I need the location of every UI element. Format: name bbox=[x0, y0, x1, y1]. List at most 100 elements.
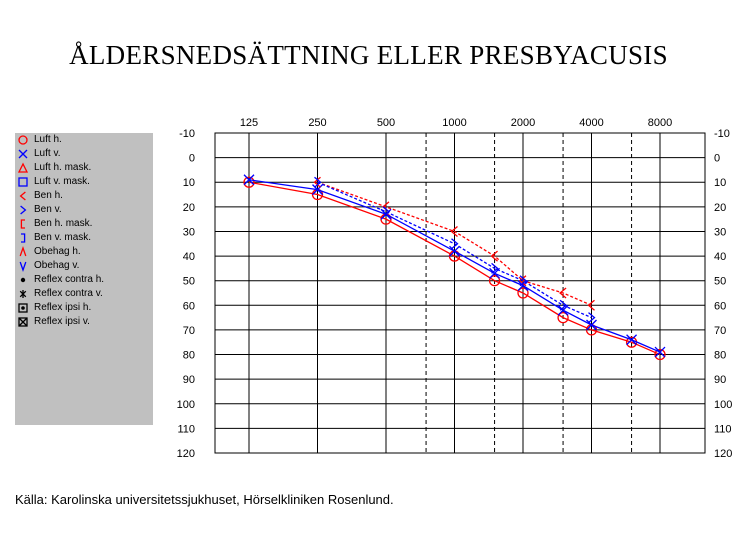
legend-label: Reflex ipsi v. bbox=[34, 316, 90, 327]
y-tick-label-left: 60 bbox=[183, 300, 195, 312]
legend-symbol-icon bbox=[21, 233, 26, 243]
legend-label: Luft v. bbox=[34, 148, 61, 159]
y-tick-label-left: 90 bbox=[183, 374, 195, 386]
legend-item: Reflex contra h. bbox=[15, 273, 153, 287]
series-line bbox=[248, 179, 661, 353]
legend-item: Ben v. mask. bbox=[15, 231, 153, 245]
x-tick-label: 500 bbox=[377, 117, 395, 129]
y-tick-label-left: 10 bbox=[183, 177, 195, 189]
x-tick-label: 2000 bbox=[511, 117, 535, 129]
legend-item: Reflex ipsi h. bbox=[15, 301, 153, 315]
legend-symbol-icon bbox=[20, 277, 26, 283]
data-point bbox=[312, 184, 323, 196]
plot-frame bbox=[214, 132, 706, 454]
data-point bbox=[626, 334, 638, 346]
data-point bbox=[450, 225, 458, 237]
y-tick-label-right: 50 bbox=[714, 276, 726, 288]
data-point bbox=[588, 312, 596, 324]
data-point bbox=[491, 262, 499, 274]
legend-item: Luft v. mask. bbox=[15, 175, 153, 189]
y-tick-label-right: 40 bbox=[714, 251, 726, 263]
legend-label: Luft v. mask. bbox=[34, 176, 90, 187]
legend-label: Reflex ipsi h. bbox=[34, 302, 92, 313]
y-tick-label-right: 90 bbox=[714, 374, 726, 386]
data-point bbox=[587, 299, 595, 311]
y-tick-label-right: 20 bbox=[714, 202, 726, 214]
data-point bbox=[449, 245, 460, 257]
legend-label: Luft h. mask. bbox=[34, 162, 92, 173]
data-point bbox=[654, 348, 666, 361]
plot-background bbox=[175, 104, 737, 478]
legend-symbol-icon bbox=[18, 317, 28, 327]
y-tick-label-left: 110 bbox=[177, 423, 195, 435]
x-tick-label: 4000 bbox=[579, 117, 603, 129]
data-point bbox=[382, 206, 391, 218]
legend-item: Obehag v. bbox=[15, 259, 153, 273]
legend-symbol-icon bbox=[20, 219, 25, 229]
legend-item: Reflex contra v. bbox=[15, 287, 153, 301]
y-tick-label-right: 80 bbox=[714, 350, 726, 362]
y-tick-label-right: 0 bbox=[714, 153, 720, 165]
data-point bbox=[559, 299, 568, 311]
legend-label: Luft h. bbox=[34, 134, 62, 145]
legend-symbol-icon bbox=[19, 246, 27, 257]
x-tick-label: 250 bbox=[308, 117, 326, 129]
y-tick-label-left: 80 bbox=[183, 350, 195, 362]
y-tick-label-left: 120 bbox=[177, 448, 195, 460]
legend-symbol-icon bbox=[17, 162, 29, 173]
legend-symbol-icon bbox=[18, 177, 28, 187]
data-point bbox=[243, 176, 255, 188]
data-point bbox=[654, 346, 666, 358]
y-tick-label-left: 50 bbox=[183, 276, 195, 288]
y-tick-label-left: 30 bbox=[183, 226, 195, 238]
data-point bbox=[559, 287, 567, 299]
legend-label: Reflex contra h. bbox=[34, 274, 105, 285]
legend: Luft h. Luft v. Luft h. mask. Luft v. mask.… bbox=[15, 133, 153, 425]
page-title: ÅLDERSNEDSÄTTNING ELLER PRESBYACUSIS bbox=[69, 40, 668, 70]
legend-item: Luft h. bbox=[15, 133, 153, 147]
y-tick-label-right: 60 bbox=[714, 300, 726, 312]
x-tick-label: 8000 bbox=[648, 117, 672, 129]
data-point bbox=[488, 275, 501, 287]
x-tick-label: 125 bbox=[240, 117, 258, 129]
legend-symbol-icon bbox=[18, 149, 28, 159]
y-tick-label-left: 70 bbox=[183, 325, 195, 337]
y-tick-label-right: 10 bbox=[714, 177, 726, 189]
y-tick-label-right: 30 bbox=[714, 226, 726, 238]
legend-label: Ben h. mask. bbox=[34, 218, 93, 229]
source-caption: Källa: Karolinska universitetssjukhuset,… bbox=[15, 492, 394, 507]
legend-item: Ben v. bbox=[15, 203, 153, 217]
legend-symbol-icon bbox=[19, 290, 27, 298]
y-tick-label-left: 100 bbox=[177, 399, 195, 411]
data-point bbox=[313, 176, 321, 188]
data-point bbox=[586, 319, 597, 331]
y-tick-label-right: -10 bbox=[714, 128, 730, 140]
legend-symbol-icon bbox=[19, 191, 26, 201]
legend-item: Luft v. bbox=[15, 147, 153, 161]
legend-item: Ben h. mask. bbox=[15, 217, 153, 231]
series-line bbox=[317, 181, 592, 319]
legend-label: Reflex contra v. bbox=[34, 288, 103, 299]
legend-symbol-icon bbox=[20, 205, 27, 215]
data-point bbox=[517, 287, 529, 299]
legend-item: Obehag h. bbox=[15, 245, 153, 259]
data-point bbox=[519, 275, 528, 287]
y-tick-label-left: 40 bbox=[183, 251, 195, 263]
legend-item: Ben h. bbox=[15, 189, 153, 203]
legend-item: Reflex ipsi v. bbox=[15, 315, 153, 329]
legend-symbol-icon bbox=[18, 135, 28, 145]
y-tick-label-left: -10 bbox=[179, 128, 195, 140]
y-tick-label-right: 120 bbox=[714, 448, 732, 460]
legend-label: Obehag h. bbox=[34, 246, 81, 257]
y-tick-label-left: 20 bbox=[183, 202, 195, 214]
x-tick-label: 1000 bbox=[442, 117, 466, 129]
data-point bbox=[557, 304, 569, 316]
legend-item: Luft h. mask. bbox=[15, 161, 153, 175]
data-point bbox=[451, 238, 459, 250]
series-line bbox=[248, 181, 661, 356]
y-tick-label-right: 110 bbox=[714, 423, 732, 435]
series-line bbox=[317, 181, 592, 306]
data-point bbox=[314, 176, 322, 188]
y-tick-label-right: 70 bbox=[714, 325, 726, 337]
